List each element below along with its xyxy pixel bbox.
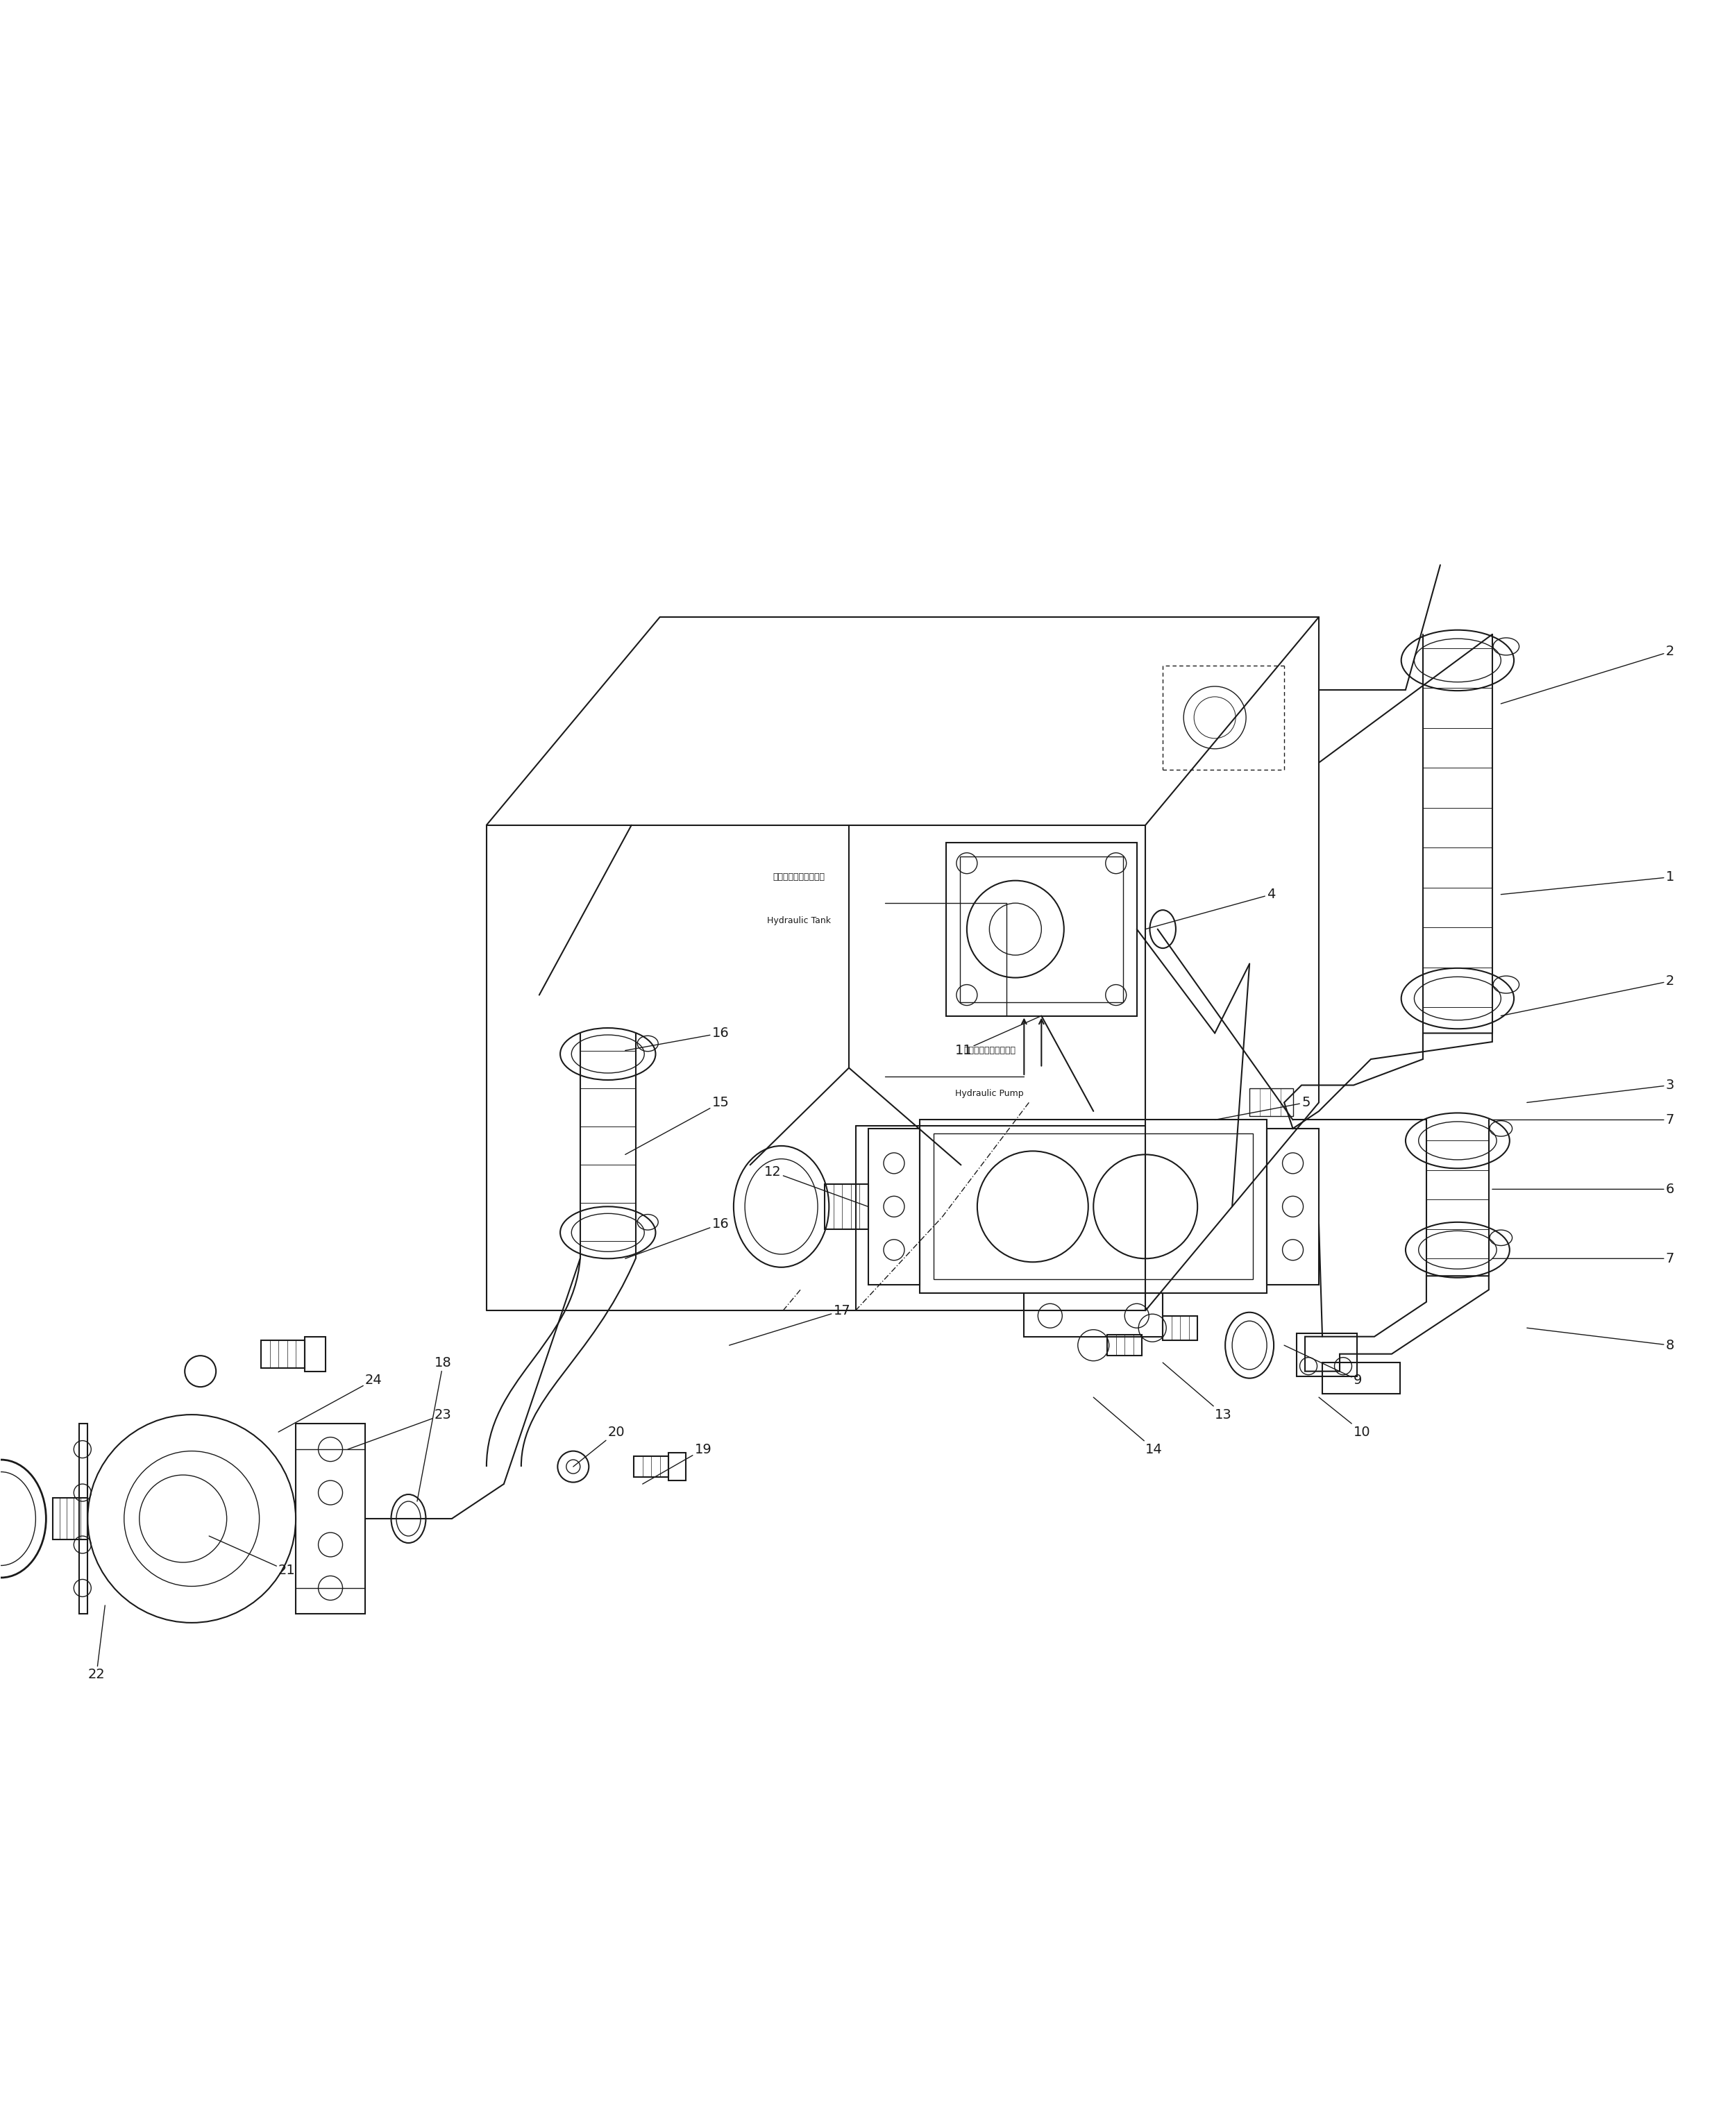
Text: Hydraulic Tank: Hydraulic Tank [767,916,830,924]
Bar [920,1120,1267,1294]
Bar [304,1336,325,1372]
Text: 18: 18 [417,1355,451,1502]
Text: 16: 16 [625,1216,729,1258]
Text: 12: 12 [764,1166,868,1206]
Bar [1297,1334,1358,1376]
Text: 3: 3 [1528,1078,1674,1103]
Text: 8: 8 [1528,1328,1674,1351]
Text: 13: 13 [1163,1364,1233,1420]
Text: 10: 10 [1319,1397,1371,1439]
Bar [1267,1128,1319,1284]
Bar [1323,1364,1401,1393]
Text: 7: 7 [1493,1252,1674,1265]
Text: 11: 11 [955,1015,1042,1057]
Bar [868,1128,920,1284]
Text: 22: 22 [89,1605,104,1681]
Bar [934,1135,1253,1280]
Bar [1024,1294,1163,1336]
Text: 9: 9 [1285,1345,1363,1387]
Text: 21: 21 [208,1536,295,1578]
Bar [1108,1334,1142,1355]
Text: 2: 2 [1502,975,1674,1015]
Text: 15: 15 [625,1097,729,1156]
Text: Hydraulic Pump: Hydraulic Pump [955,1088,1024,1099]
Bar [946,843,1137,1015]
Bar [960,857,1123,1002]
Text: ハイドロリックタンク: ハイドロリックタンク [773,872,825,882]
Text: 4: 4 [1146,889,1276,929]
Bar [668,1452,686,1481]
Text: 17: 17 [729,1305,851,1345]
Text: 7: 7 [1493,1114,1674,1126]
Text: 6: 6 [1493,1183,1674,1195]
Text: 1: 1 [1502,870,1674,895]
Bar [634,1456,668,1477]
Text: 14: 14 [1094,1397,1163,1456]
Text: 20: 20 [573,1424,625,1466]
Bar [54,1498,87,1540]
Text: 24: 24 [278,1374,382,1433]
Bar [1250,1088,1293,1116]
Text: 23: 23 [347,1408,451,1450]
Bar [1163,1315,1198,1340]
Bar [260,1340,304,1368]
Bar [825,1185,868,1229]
Text: 19: 19 [642,1443,712,1483]
Text: 2: 2 [1502,645,1674,704]
Text: 5: 5 [1215,1097,1311,1120]
Text: ハイドロリックポンプ: ハイドロリックポンプ [963,1046,1016,1055]
Text: 16: 16 [625,1027,729,1050]
